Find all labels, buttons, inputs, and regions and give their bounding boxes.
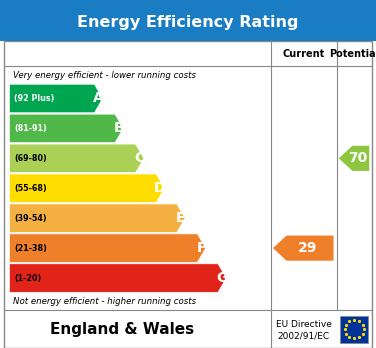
Text: (92 Plus): (92 Plus) bbox=[14, 94, 54, 103]
Polygon shape bbox=[9, 204, 185, 232]
Text: Very energy efficient - lower running costs: Very energy efficient - lower running co… bbox=[13, 71, 196, 80]
Text: G: G bbox=[216, 271, 227, 285]
Text: Current: Current bbox=[282, 49, 325, 58]
Polygon shape bbox=[9, 114, 123, 143]
Text: B: B bbox=[114, 121, 124, 135]
Text: C: C bbox=[134, 151, 144, 165]
Text: (81-91): (81-91) bbox=[14, 124, 47, 133]
Bar bbox=[0, 0, 376, 41]
Polygon shape bbox=[273, 236, 334, 261]
Text: F: F bbox=[196, 241, 206, 255]
Text: (1-20): (1-20) bbox=[14, 274, 41, 283]
Text: (69-80): (69-80) bbox=[14, 154, 47, 163]
Polygon shape bbox=[9, 84, 103, 113]
Text: E: E bbox=[176, 211, 185, 225]
Text: (39-54): (39-54) bbox=[14, 214, 47, 223]
Text: A: A bbox=[93, 92, 103, 105]
Polygon shape bbox=[9, 144, 144, 173]
Text: (21-38): (21-38) bbox=[14, 244, 47, 253]
Bar bbox=[340, 316, 368, 343]
Text: 2002/91/EC: 2002/91/EC bbox=[277, 332, 330, 340]
Polygon shape bbox=[9, 174, 164, 203]
Text: Energy Efficiency Rating: Energy Efficiency Rating bbox=[77, 15, 299, 30]
Polygon shape bbox=[9, 234, 206, 262]
Text: D: D bbox=[154, 181, 166, 195]
Text: Not energy efficient - higher running costs: Not energy efficient - higher running co… bbox=[13, 297, 196, 306]
Text: England & Wales: England & Wales bbox=[50, 322, 194, 337]
Polygon shape bbox=[9, 264, 226, 292]
Bar bbox=[4, 41, 372, 348]
Text: Potential: Potential bbox=[329, 49, 376, 58]
Polygon shape bbox=[339, 146, 369, 171]
Text: EU Directive: EU Directive bbox=[276, 320, 332, 329]
Text: 29: 29 bbox=[298, 241, 317, 255]
Text: 70: 70 bbox=[349, 151, 368, 165]
Text: (55-68): (55-68) bbox=[14, 184, 47, 193]
